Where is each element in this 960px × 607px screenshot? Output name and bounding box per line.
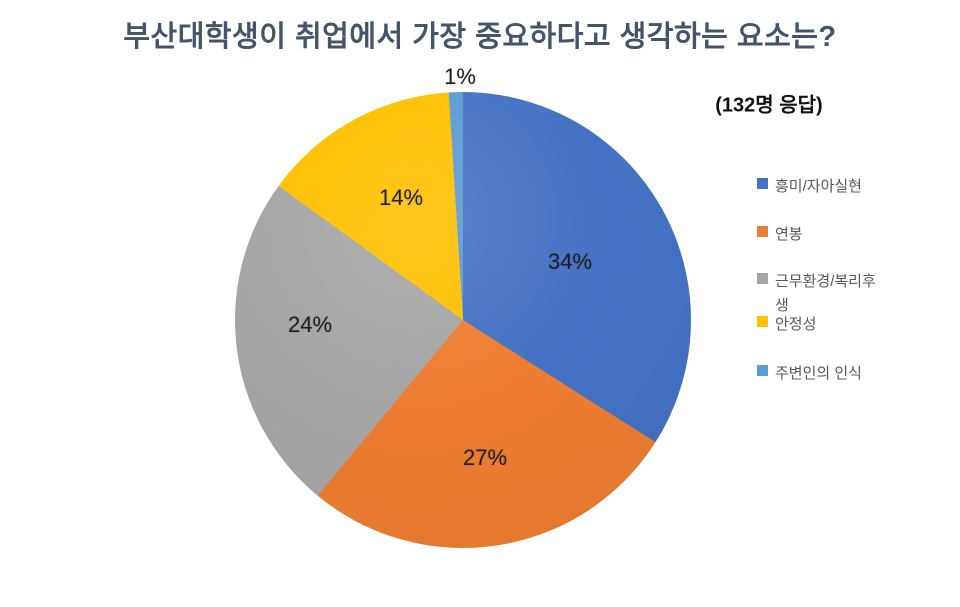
legend-color-swatch: [757, 178, 768, 189]
legend-item-interest-self-realization: 흥미/자아실현: [757, 175, 883, 199]
legend-item-work-environment-welfare: 근무환경/복리후생: [757, 270, 883, 318]
legend-item-stability: 안정성: [757, 313, 883, 337]
legend-color-swatch: [757, 273, 768, 284]
legend-item-salary: 연봉: [757, 223, 883, 247]
respondent-count-note: (132명 응답): [715, 94, 823, 117]
pie-slice-label-others-perception: 1%: [444, 64, 476, 89]
pie-chart: [235, 92, 691, 548]
pie-slice-label-salary: 27%: [462, 445, 508, 470]
pie-slice-label-stability: 14%: [378, 185, 424, 210]
legend-color-swatch: [757, 316, 768, 327]
legend-label: 연봉: [775, 226, 803, 243]
legend-color-swatch: [757, 226, 768, 237]
legend-label: 주변인의 인식: [775, 365, 862, 382]
legend: 흥미/자아실현 연봉 근무환경/복리후생 안정성 주변인의 인식: [757, 170, 917, 410]
legend-label: 안정성: [775, 316, 817, 333]
legend-item-others-perception: 주변인의 인식: [757, 362, 883, 386]
chart-title: 부산대학생이 취업에서 가장 중요하다고 생각하는 요소는?: [123, 21, 837, 53]
pie-slice-label-work-environment-welfare: 24%: [287, 312, 333, 337]
legend-color-swatch: [757, 365, 768, 376]
pie-slice-label-interest-self-realization: 34%: [547, 249, 593, 274]
legend-label: 근무환경/복리후생: [775, 273, 876, 314]
legend-label: 흥미/자아실현: [775, 178, 862, 195]
